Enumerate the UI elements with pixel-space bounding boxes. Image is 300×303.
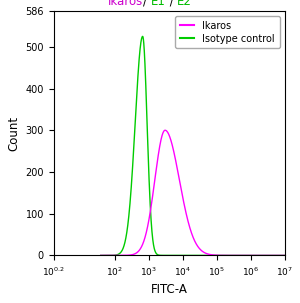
Text: /: / bbox=[166, 0, 177, 8]
Legend: Ikaros, Isotype control: Ikaros, Isotype control bbox=[175, 16, 280, 48]
Text: E2: E2 bbox=[177, 0, 192, 8]
Text: E1: E1 bbox=[151, 0, 166, 8]
Text: /: / bbox=[143, 0, 151, 8]
Y-axis label: Count: Count bbox=[7, 116, 20, 151]
Text: Ikaros: Ikaros bbox=[108, 0, 143, 8]
X-axis label: FITC-A: FITC-A bbox=[151, 283, 188, 296]
